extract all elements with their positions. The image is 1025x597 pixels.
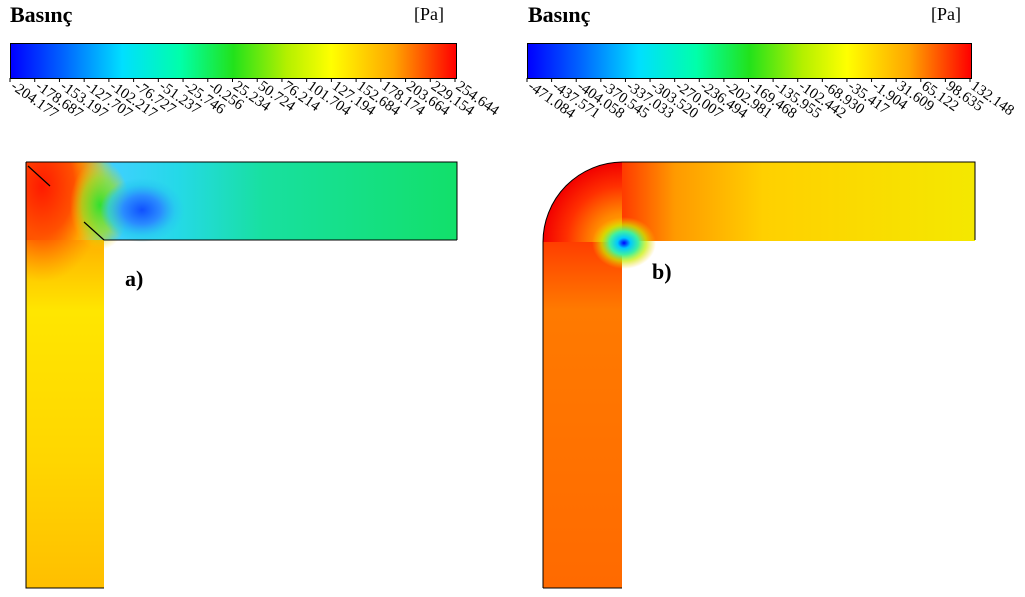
panel-b-title: Basınç	[528, 2, 591, 27]
panel-b-low-pressure-spot	[592, 217, 656, 269]
panel-b-vertical-leg	[543, 240, 622, 588]
panel-a-unit: [Pa]	[414, 4, 444, 24]
panel-b-horizontal-leg	[622, 162, 975, 241]
panel-a-colorbar	[10, 43, 457, 79]
panel-b-outer-wall	[542, 161, 976, 588]
panel-b-unit: [Pa]	[931, 4, 961, 24]
panel-b-label: b)	[652, 259, 672, 284]
panel-b-bend	[543, 162, 622, 242]
panel-b-colorbar	[527, 43, 972, 79]
panel-a-outer-wall-left	[25, 162, 104, 589]
panel-a-corner-edge	[27, 165, 51, 187]
panel-a-label: a)	[125, 266, 144, 291]
panel-b-colorbar-ticks: -471.084-437.571-404.058-370.545-337.033…	[525, 78, 1017, 122]
panel-a-inner-edge	[83, 221, 105, 241]
panel-a-low-pressure-vortex	[100, 178, 184, 242]
panel-a-outer-wall	[26, 161, 458, 240]
panel-a-contour	[25, 160, 458, 589]
panel-b-contour	[542, 161, 976, 589]
panel-a-colorbar-ticks: -204.177-178.687-153.197-127.707-102.217…	[8, 78, 502, 122]
panel-a-title: Basınç	[10, 2, 73, 27]
